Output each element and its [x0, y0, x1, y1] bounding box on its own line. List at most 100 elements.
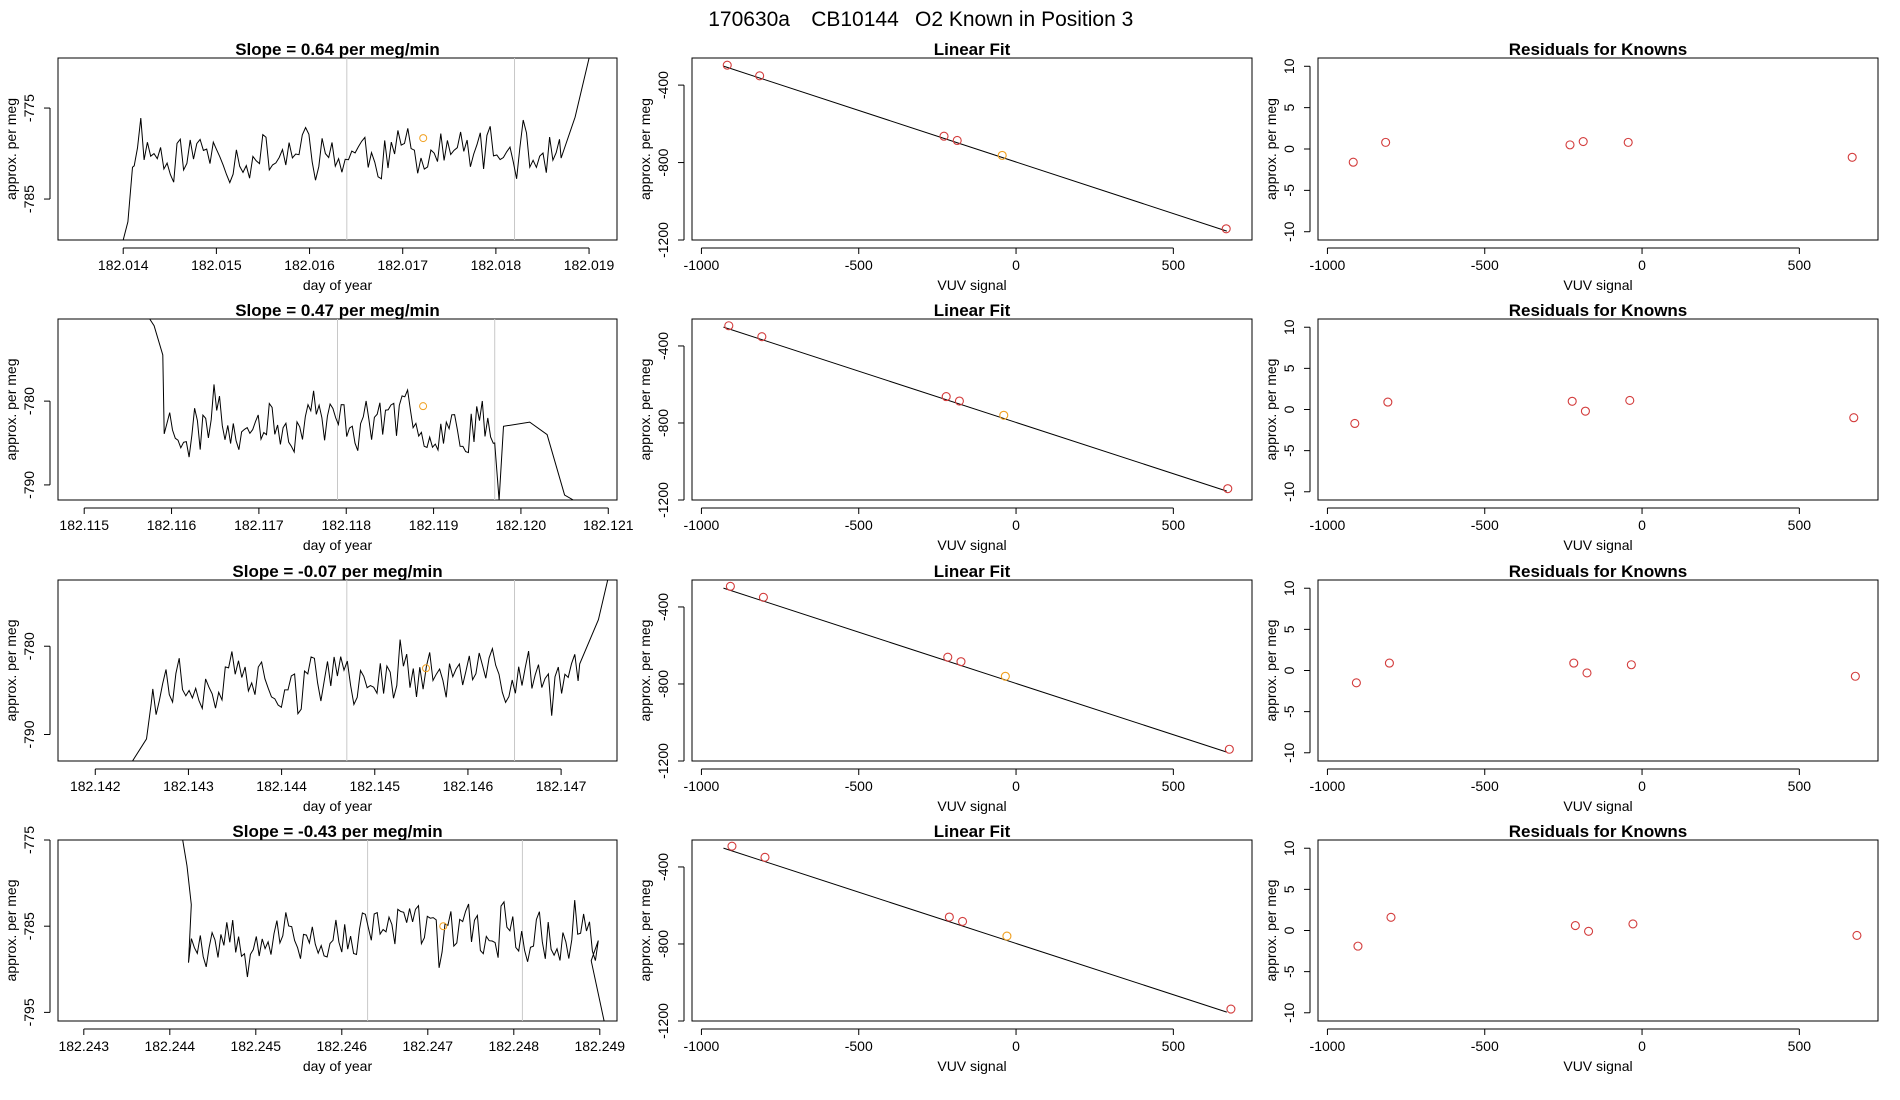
data-point-1: [1353, 941, 1363, 951]
x-tick-label: -1000: [684, 1038, 720, 1054]
data-point-3: [1567, 396, 1577, 406]
x-tick-label: 182.119: [409, 517, 459, 533]
panel-timeseries-row-3: Slope = -0.07 per meg/min 182.142 182.143 1…: [3, 562, 618, 814]
x-tick-label: 182.247: [402, 1038, 453, 1054]
x-tick-label: 182.245: [230, 1038, 281, 1054]
x-tick-label: 182.118: [321, 517, 371, 533]
x-tick-label: -1000: [1310, 517, 1346, 533]
data-point-4: [1582, 668, 1592, 678]
x-tick-label: -500: [1471, 517, 1499, 533]
data-point-5: [997, 150, 1007, 160]
data-point-1: [725, 581, 735, 591]
plot-area: [723, 841, 1236, 1014]
data-point-2: [758, 592, 768, 602]
x-tick-label: 182.117: [234, 517, 284, 533]
y-tick-label: 10: [1281, 840, 1297, 856]
x-tick-label: 0: [1638, 1038, 1646, 1054]
y-tick-label: 10: [1281, 319, 1297, 335]
fit-line: [723, 587, 1227, 753]
panel-title: Residuals for Knowns: [1509, 822, 1688, 841]
data-point-6: [1847, 152, 1857, 162]
y-axis-label: approx. per meg: [1263, 359, 1279, 461]
plot-area: [122, 58, 590, 240]
panel-timeseries-row-1: Slope = 0.64 per meg/min 182.014 182.015 18…: [3, 40, 618, 293]
data-point-6: [1850, 671, 1860, 681]
y-axis-label: approx. per meg: [637, 880, 653, 982]
y-axis-label: approx. per meg: [637, 620, 653, 722]
x-axis-label: day of year: [303, 277, 373, 293]
panel-fit-row-4: Linear Fit -1000 -500 0 500 VUV signal -400 -80…: [637, 822, 1253, 1074]
y-tick-label: 5: [1281, 885, 1297, 893]
data-point-5: [1002, 931, 1012, 941]
panel-title: Slope = 0.47 per meg/min: [235, 301, 440, 320]
data-point-5: [1623, 137, 1633, 147]
data-point-3: [939, 131, 949, 141]
panel-title: Residuals for Knowns: [1509, 301, 1688, 320]
data-point-1: [1348, 157, 1358, 167]
y-tick-label: -775: [21, 94, 37, 122]
panel-residuals-row-3: Residuals for Knowns -1000 -500 0 500 VUV sig…: [1263, 562, 1879, 814]
y-axis-label: approx. per meg: [1263, 620, 1279, 722]
x-axis-label: VUV signal: [1563, 277, 1632, 293]
y-tick-label: -775: [21, 826, 37, 854]
x-tick-label: 182.019: [564, 257, 615, 273]
x-tick-label: 182.246: [316, 1038, 367, 1054]
y-tick-label: -10: [1281, 742, 1297, 762]
data-point-2: [755, 71, 765, 81]
plot-frame: [1317, 579, 1879, 762]
plot-frame: [691, 57, 1253, 241]
y-tick-label: -1200: [655, 743, 671, 779]
figure-title-description: O2 Known in Position 3: [915, 8, 1133, 31]
plot-area: [1348, 137, 1857, 167]
panel-grid: Slope = 0.64 per meg/min 182.014 182.015 18…: [3, 40, 1879, 1074]
plot-frame: [57, 839, 618, 1022]
data-point-3: [1565, 140, 1575, 150]
y-tick-label: 0: [1281, 926, 1297, 934]
panel-residuals-row-4: Residuals for Knowns -1000 -500 0 500 VUV sig…: [1263, 822, 1879, 1074]
x-tick-label: 182.016: [284, 257, 335, 273]
data-point-5: [1625, 395, 1635, 406]
plot-area: [1350, 395, 1859, 429]
x-tick-label: -500: [1471, 257, 1499, 273]
y-axis-label: approx. per meg: [1263, 98, 1279, 200]
highlight-point: [419, 402, 428, 411]
x-tick-label: 0: [1012, 778, 1020, 794]
x-tick-label: 182.121: [583, 517, 634, 533]
y-tick-label: -5: [1281, 444, 1297, 457]
x-tick-label: 182.146: [443, 778, 494, 794]
x-tick-label: 0: [1638, 517, 1646, 533]
x-tick-label: -1000: [1310, 257, 1346, 273]
y-axis-label: approx. per meg: [3, 98, 19, 200]
x-tick-label: 500: [1162, 257, 1186, 273]
x-tick-label: 500: [1788, 257, 1812, 273]
data-point-1: [722, 60, 732, 70]
x-tick-label: 0: [1012, 517, 1020, 533]
highlight-point: [439, 922, 448, 931]
panel-title: Slope = -0.07 per meg/min: [232, 562, 442, 581]
x-tick-label: 182.243: [58, 1038, 109, 1054]
y-tick-label: -5: [1281, 184, 1297, 197]
data-point-2: [1384, 658, 1394, 668]
data-point-3: [1570, 921, 1580, 931]
data-point-5: [1628, 919, 1638, 929]
y-tick-label: -800: [655, 670, 671, 698]
data-point-2: [757, 332, 767, 342]
data-point-6: [1226, 1004, 1236, 1014]
data-point-1: [724, 321, 734, 331]
x-tick-label: 0: [1012, 257, 1020, 273]
x-axis-label: VUV signal: [1563, 537, 1632, 553]
y-axis-label: approx. per meg: [3, 880, 19, 982]
x-axis-label: VUV signal: [1563, 798, 1632, 814]
data-point-6: [1224, 744, 1234, 754]
x-tick-label: 500: [1788, 1038, 1812, 1054]
x-tick-label: -1000: [684, 517, 720, 533]
highlight-point: [422, 664, 431, 673]
data-point-3: [941, 392, 951, 402]
data-point-6: [1849, 413, 1859, 423]
x-tick-label: 182.116: [147, 517, 197, 533]
x-axis-label: VUV signal: [937, 798, 1006, 814]
x-tick-label: -500: [845, 778, 873, 794]
panel-fit-row-2: Linear Fit -1000 -500 0 500 VUV signal -400 -80…: [637, 301, 1253, 553]
x-tick-label: -500: [1471, 778, 1499, 794]
x-axis-label: VUV signal: [937, 537, 1006, 553]
